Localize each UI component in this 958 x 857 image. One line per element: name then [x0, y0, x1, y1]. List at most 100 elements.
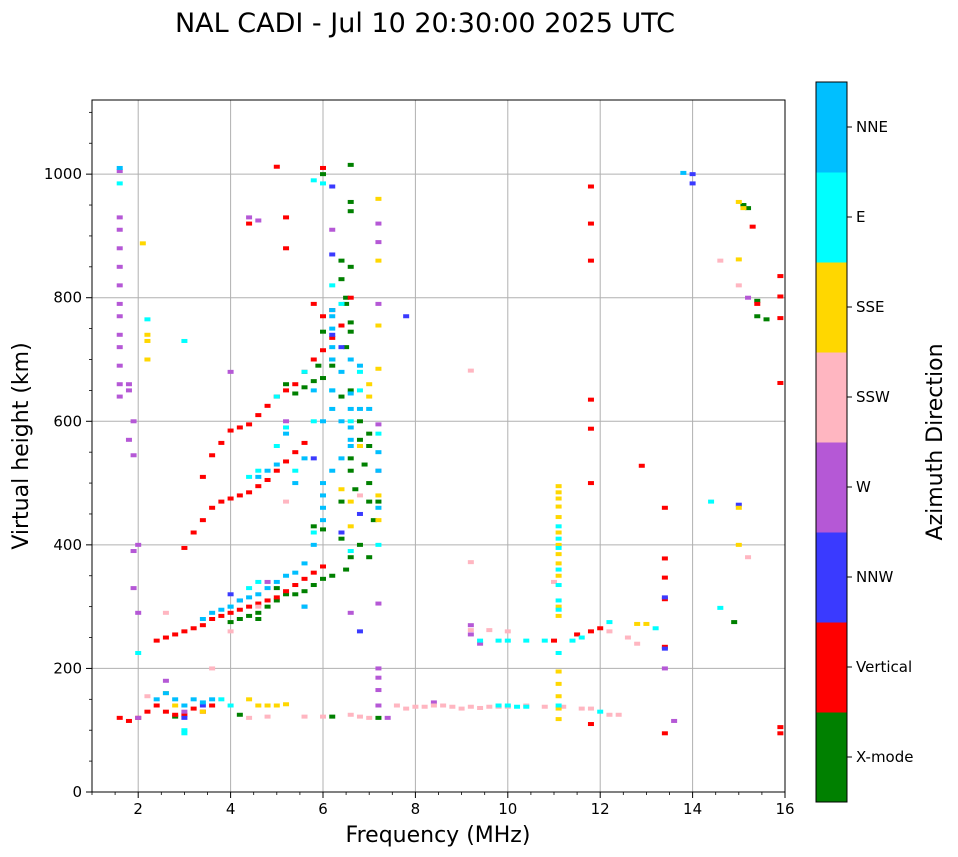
data-point — [246, 474, 253, 479]
data-point — [181, 712, 188, 717]
data-point — [320, 314, 326, 319]
data-point — [320, 329, 326, 334]
data-point — [587, 722, 594, 727]
data-point — [347, 456, 354, 461]
data-point — [347, 329, 354, 334]
data-point — [578, 635, 585, 640]
data-point — [643, 621, 650, 626]
data-point — [329, 227, 336, 232]
data-point — [320, 376, 326, 381]
data-point — [218, 499, 225, 504]
data-point — [356, 714, 363, 719]
data-point — [555, 669, 562, 674]
data-point — [181, 338, 188, 343]
data-point — [283, 382, 290, 387]
x-tick-label: 10 — [498, 800, 517, 818]
data-point — [320, 419, 326, 424]
data-point — [209, 666, 216, 671]
data-point — [777, 274, 784, 279]
data-point — [301, 604, 308, 609]
data-point — [555, 536, 562, 541]
data-point — [375, 715, 382, 720]
data-point — [338, 419, 345, 424]
data-point — [255, 484, 262, 489]
data-point — [477, 638, 484, 643]
data-point — [320, 518, 326, 523]
data-point — [347, 468, 354, 473]
data-point — [246, 604, 253, 609]
data-point — [477, 705, 484, 710]
data-point — [283, 702, 290, 707]
data-point — [227, 610, 234, 615]
plot-frame — [91, 99, 786, 793]
data-point — [375, 601, 382, 606]
data-point — [356, 444, 363, 448]
data-point — [172, 703, 179, 708]
data-point — [661, 575, 668, 580]
data-point — [227, 620, 234, 625]
colorbar-label: Azimuth Direction — [923, 343, 948, 540]
data-point — [116, 246, 123, 251]
data-point — [190, 626, 197, 631]
data-point — [329, 184, 336, 189]
data-point — [597, 626, 604, 631]
data-point — [370, 518, 377, 523]
data-point — [209, 697, 216, 702]
colorbar-swatch — [816, 622, 847, 713]
data-point — [745, 206, 752, 211]
data-point — [264, 604, 271, 609]
data-point — [273, 394, 280, 399]
data-point — [467, 560, 474, 565]
data-point — [301, 440, 308, 445]
data-point — [661, 505, 668, 510]
data-point — [236, 712, 243, 717]
data-point — [615, 712, 622, 717]
data-point — [246, 715, 253, 720]
data-point — [283, 431, 290, 436]
data-point — [375, 196, 382, 201]
data-point — [310, 456, 317, 461]
data-point — [555, 703, 562, 708]
data-point — [329, 468, 336, 473]
data-point — [209, 617, 216, 621]
data-point — [735, 505, 742, 510]
data-point — [310, 388, 317, 393]
data-point — [375, 493, 382, 498]
data-point — [130, 549, 137, 554]
data-point — [199, 474, 206, 479]
data-point — [347, 357, 354, 362]
data-point — [569, 638, 576, 643]
x-tick-label: 16 — [775, 800, 794, 818]
x-tick-label: 12 — [591, 800, 610, 818]
data-point — [246, 595, 253, 600]
data-point — [689, 172, 696, 177]
data-point — [301, 456, 308, 461]
data-point — [587, 706, 594, 711]
data-point — [209, 610, 216, 615]
data-point — [495, 638, 502, 643]
data-point — [375, 221, 382, 226]
data-point — [347, 388, 354, 393]
data-point — [634, 641, 641, 646]
data-point — [356, 437, 363, 442]
data-point — [236, 493, 243, 498]
data-point — [652, 626, 659, 631]
data-point — [375, 323, 382, 328]
data-point — [181, 728, 188, 733]
data-point — [162, 635, 169, 640]
data-point — [347, 209, 354, 214]
data-point — [763, 317, 770, 322]
data-point — [403, 706, 410, 711]
data-point — [555, 694, 562, 699]
data-point — [283, 215, 290, 220]
data-point — [551, 579, 557, 584]
data-point — [153, 703, 160, 708]
data-point — [504, 629, 511, 634]
data-point — [190, 530, 197, 535]
data-point — [338, 323, 345, 328]
data-point — [329, 283, 336, 288]
data-point — [347, 162, 354, 167]
data-point — [574, 632, 581, 637]
data-point — [541, 704, 548, 709]
